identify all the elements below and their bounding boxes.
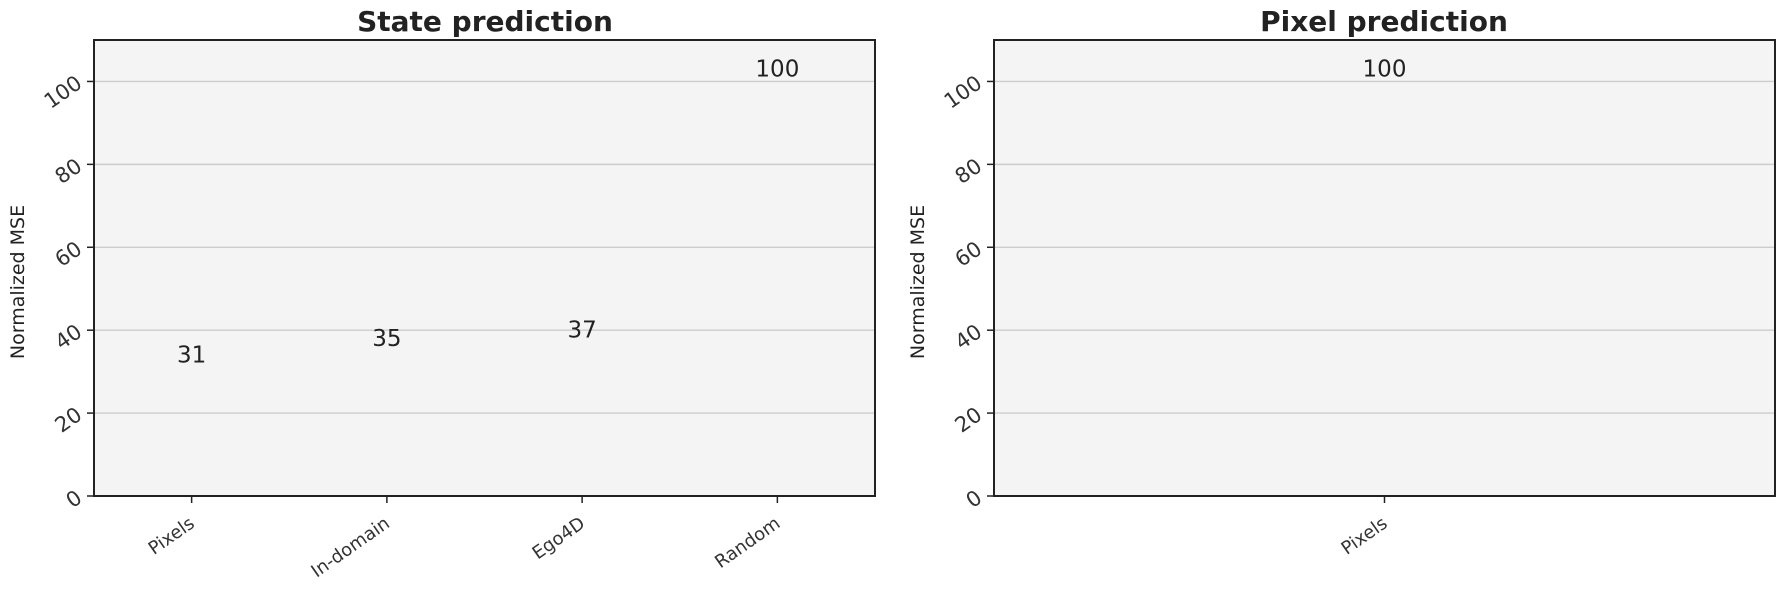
y-tick-label: 60 xyxy=(951,237,987,272)
x-tick-label: Pixels xyxy=(145,513,199,559)
y-tick-label: 0 xyxy=(962,485,987,512)
chart-state-prediction: State prediction Normalized MSE 0 20 40 60 8… xyxy=(7,5,876,582)
chart-title: State prediction xyxy=(357,5,613,38)
plot-frame xyxy=(993,39,1776,497)
y-tick-label: 60 xyxy=(51,237,87,272)
y-tick-label: 40 xyxy=(51,320,87,355)
y-axis-label: Normalized MSE xyxy=(907,205,929,359)
x-tick-label: In-domain xyxy=(307,513,393,582)
data-label: 100 xyxy=(755,56,799,82)
x-tick-label: Random xyxy=(711,513,784,573)
y-axis-label: Normalized MSE xyxy=(7,205,29,359)
data-label: 31 xyxy=(177,342,206,368)
data-label: 100 xyxy=(1363,56,1407,82)
y-tick-label: 20 xyxy=(51,402,87,437)
data-label: 35 xyxy=(372,326,401,352)
plot-frame xyxy=(93,39,876,497)
chart-pixel-prediction: Pixel prediction Normalized MSE 0 20 40 60 8… xyxy=(907,5,1776,559)
chart-title: Pixel prediction xyxy=(1260,5,1508,38)
plot-area xyxy=(93,39,876,497)
plot-area xyxy=(993,39,1776,497)
y-tick-label: 100 xyxy=(40,71,87,114)
x-tick-label: Ego4D xyxy=(529,513,589,564)
data-label: 37 xyxy=(567,318,596,344)
y-tick-label: 80 xyxy=(51,154,87,189)
y-tick-label: 100 xyxy=(940,71,987,114)
y-tick-label: 20 xyxy=(951,402,987,437)
y-tick-label: 0 xyxy=(62,485,87,512)
y-tick-label: 40 xyxy=(951,320,987,355)
y-tick-label: 80 xyxy=(951,154,987,189)
x-tick-label: Pixels xyxy=(1338,513,1392,559)
